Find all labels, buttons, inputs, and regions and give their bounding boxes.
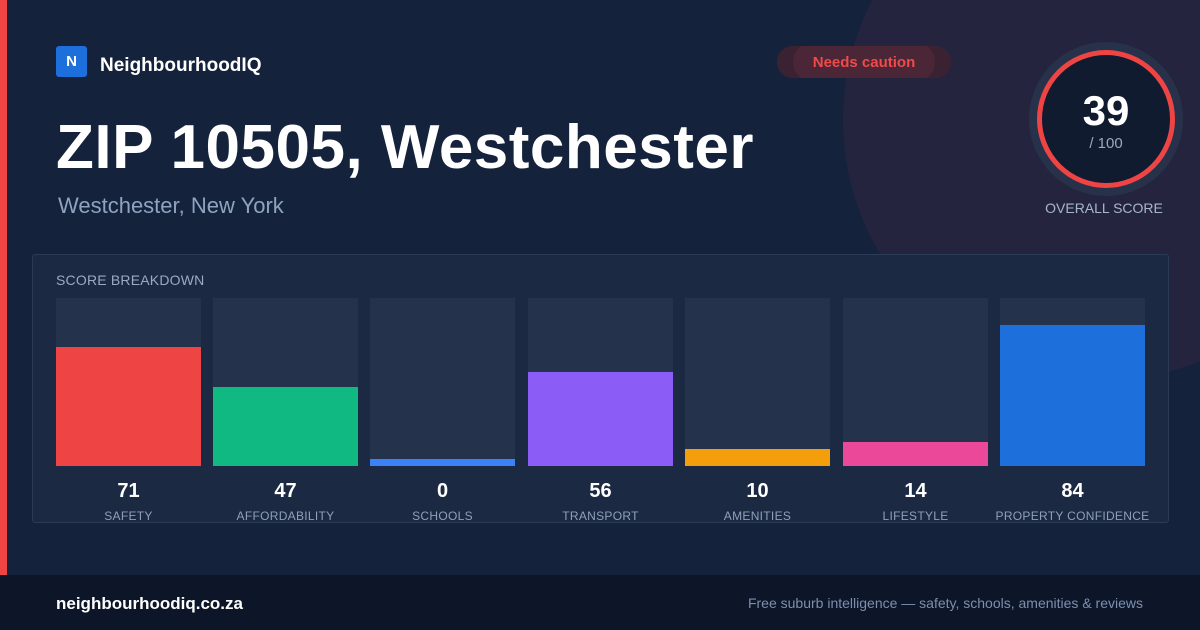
metric-value-amenities: 10	[746, 480, 769, 502]
location-subtitle: Westchester, New York	[58, 193, 284, 218]
metric-property-confidence: 84 PROPERTY CONFIDENCE	[996, 298, 1149, 523]
metric-affordability: 47 AFFORDABILITY	[213, 298, 358, 523]
footer-tagline: Free suburb intelligence — safety, schoo…	[747, 595, 1143, 611]
metric-value-schools: 0	[436, 480, 449, 502]
metric-label-transport: TRANSPORT	[562, 509, 639, 523]
status-badge: Needs caution	[777, 46, 951, 78]
metric-transport: 56 TRANSPORT	[528, 298, 673, 523]
metric-lifestyle: 14 LIFESTYLE	[843, 298, 988, 523]
overall-score-label: OVERALL SCORE	[1045, 200, 1163, 216]
metric-label-property-confidence: PROPERTY CONFIDENCE	[995, 509, 1150, 523]
metric-label-affordability: AFFORDABILITY	[236, 509, 335, 523]
brand-logo[interactable]: N NeighbourhoodIQ	[56, 46, 261, 77]
page-title: ZIP 10505, Westchester	[56, 113, 754, 182]
metric-track	[213, 298, 358, 466]
metric-fill-schools	[370, 459, 515, 466]
metric-track	[843, 298, 988, 466]
metric-fill-lifestyle	[843, 442, 988, 466]
footer-domain-link[interactable]: neighbourhoodiq.co.za	[56, 594, 243, 613]
metric-label-schools: SCHOOLS	[412, 509, 473, 523]
metric-fill-safety	[56, 347, 201, 466]
metric-value-affordability: 47	[274, 480, 297, 502]
metric-amenities: 10 AMENITIES	[685, 298, 830, 523]
metric-value-lifestyle: 14	[904, 480, 927, 502]
metric-value-safety: 71	[117, 480, 140, 502]
metric-schools: 0 SCHOOLS	[370, 298, 515, 523]
metric-fill-amenities	[685, 449, 830, 466]
metric-value-property-confidence: 84	[1061, 480, 1084, 502]
logo-icon: N	[56, 46, 87, 77]
metric-safety: 71 SAFETY	[56, 298, 201, 523]
metric-track	[685, 298, 830, 466]
metric-track	[528, 298, 673, 466]
metric-label-safety: SAFETY	[104, 509, 153, 523]
metric-fill-affordability	[213, 387, 358, 466]
metric-track	[56, 298, 201, 466]
metric-label-amenities: AMENITIES	[723, 509, 792, 523]
overall-score-max: / 100	[1089, 134, 1123, 152]
brand-name: NeighbourhoodIQ	[100, 54, 262, 76]
overall-score-ring: 39 / 100	[1037, 50, 1175, 188]
metric-fill-transport	[528, 372, 673, 466]
metric-track	[1000, 298, 1145, 466]
score-breakdown-title: SCORE BREAKDOWN	[56, 272, 205, 288]
metric-label-lifestyle: LIFESTYLE	[882, 509, 949, 523]
left-accent-bar	[0, 0, 7, 575]
metric-value-transport: 56	[589, 480, 612, 502]
footer: neighbourhoodiq.co.za Free suburb intell…	[0, 575, 1200, 630]
metric-track	[370, 298, 515, 466]
metric-fill-property-confidence	[1000, 325, 1145, 466]
overall-score-value: 39	[1082, 86, 1130, 134]
